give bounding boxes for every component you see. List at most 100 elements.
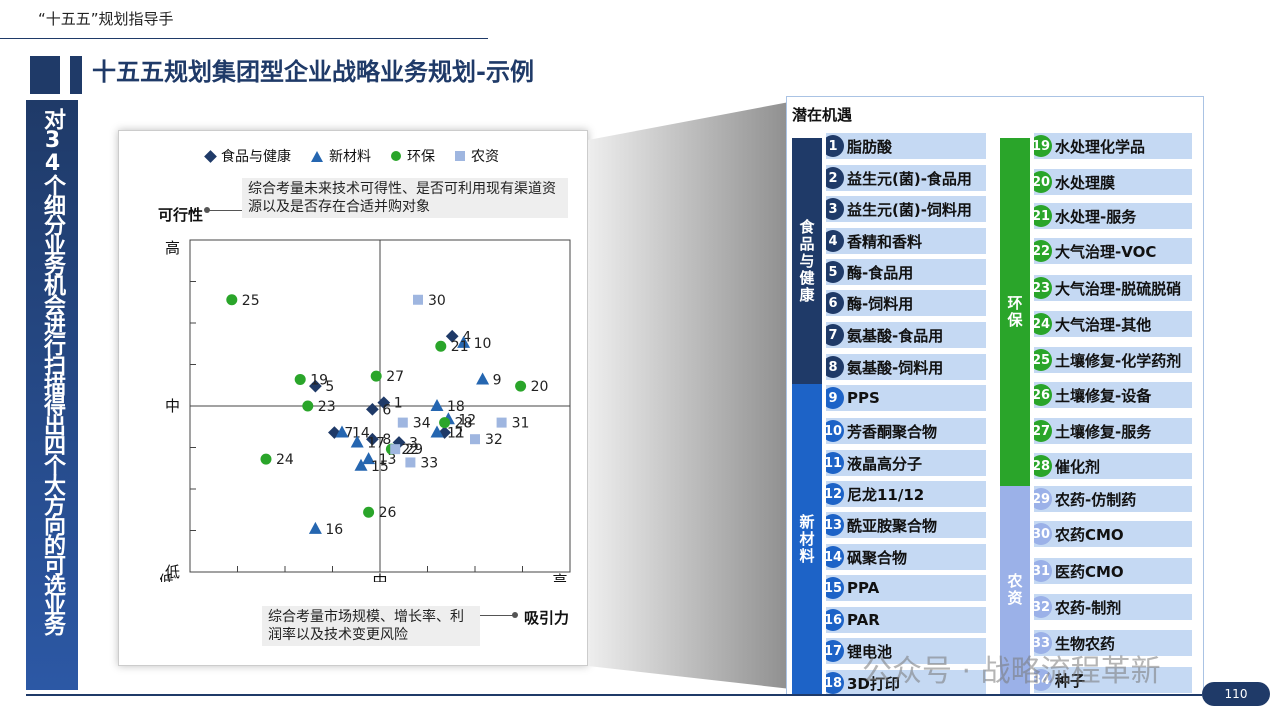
point-circle	[363, 506, 375, 518]
opportunity-item: 12 尼龙11/12	[826, 481, 986, 507]
item-label: 锂电池	[847, 642, 893, 661]
point-triangle	[354, 458, 368, 471]
legend-label: 环保	[407, 149, 435, 165]
opportunity-item: 11 液晶高分子	[826, 450, 986, 476]
x-tick-label: 高	[552, 572, 567, 582]
opportunity-item: 22 大气治理-VOC	[1034, 238, 1192, 264]
item-number-badge: 11	[826, 452, 844, 474]
x-note-connector-dot	[512, 612, 518, 618]
point-label: 21	[451, 339, 469, 355]
legend-label: 新材料	[329, 149, 371, 165]
opportunity-item: 4 香精和香料	[826, 228, 986, 254]
opportunity-item: 3 益生元(菌)-饲料用	[826, 196, 986, 222]
opportunity-item: 15 PPA	[826, 575, 986, 601]
point-circle	[226, 294, 238, 306]
item-number-badge: 6	[826, 292, 844, 314]
item-number-badge: 14	[826, 546, 844, 568]
opportunity-item: 14 砜聚合物	[826, 544, 986, 570]
circle-marker-icon	[391, 151, 401, 161]
point-label: 18	[447, 399, 465, 415]
item-label: 氨基酸-食品用	[847, 326, 944, 345]
point-label: 16	[325, 522, 343, 538]
y-note-connector	[208, 210, 242, 211]
item-label: 水处理-服务	[1055, 207, 1137, 226]
point-circle	[302, 400, 314, 412]
opportunity-item: 6 酶-饲料用	[826, 290, 986, 316]
point-square	[397, 417, 408, 428]
point-triangle	[430, 425, 444, 438]
point-label: 28	[455, 416, 473, 432]
page-number: 110	[1202, 682, 1270, 706]
item-label: 土壤修复-化学药剂	[1055, 351, 1182, 370]
item-label: 医药CMO	[1055, 562, 1124, 581]
item-label: 3D打印	[847, 674, 900, 693]
item-label: 酶-饲料用	[847, 294, 914, 313]
opportunity-item: 26 土壤修复-设备	[1034, 382, 1192, 408]
item-label: 氨基酸-饲料用	[847, 358, 944, 377]
opportunity-item: 18 3D打印	[826, 670, 986, 696]
item-label: PPA	[847, 579, 880, 597]
item-label: 生物农药	[1055, 634, 1116, 653]
point-label: 25	[242, 293, 260, 309]
item-number-badge: 10	[826, 420, 844, 442]
opportunity-item: 10 芳香酮聚合物	[826, 418, 986, 444]
header-divider	[0, 38, 488, 39]
item-number-badge: 31	[1034, 560, 1052, 582]
opportunity-item: 30 农药CMO	[1034, 521, 1192, 547]
item-number-badge: 23	[1034, 277, 1052, 299]
item-label: PAR	[847, 611, 880, 629]
x-note-connector	[480, 615, 516, 616]
opportunity-item: 34 种子	[1034, 667, 1192, 693]
opportunity-item: 16 PAR	[826, 607, 986, 633]
item-number-badge: 29	[1034, 488, 1052, 510]
legend-item-materials: 新材料	[311, 146, 371, 166]
legend-item-environment: 环保	[391, 146, 435, 166]
y-tick-label: 中	[165, 397, 180, 415]
point-triangle	[350, 435, 364, 448]
item-label: 香精和香料	[847, 232, 923, 251]
point-label: 32	[485, 432, 503, 448]
opportunity-item: 31 医药CMO	[1034, 558, 1192, 584]
item-number-badge: 20	[1034, 171, 1052, 193]
triangle-marker-icon	[311, 150, 323, 162]
x-tick-label: 低	[160, 572, 174, 582]
point-circle	[439, 417, 451, 429]
point-diamond	[309, 379, 322, 393]
point-label: 29	[405, 442, 423, 458]
item-number-badge: 33	[1034, 632, 1052, 654]
point-triangle	[430, 399, 444, 411]
point-label: 10	[474, 336, 492, 352]
point-square	[390, 444, 401, 455]
point-diamond	[366, 432, 379, 446]
point-label: 22	[401, 442, 419, 458]
item-label: 芳香酮聚合物	[847, 422, 938, 441]
item-number-badge: 32	[1034, 596, 1052, 618]
opportunity-item: 8 氨基酸-饲料用	[826, 354, 986, 380]
opportunities-title: 潜在机遇	[792, 106, 853, 124]
point-label: 2	[455, 426, 464, 442]
opportunity-item: 27 土壤修复-服务	[1034, 418, 1192, 444]
y-axis-title: 可行性	[158, 206, 204, 224]
opportunity-item: 33 生物农药	[1034, 630, 1192, 656]
category-label: 新材料	[797, 513, 816, 565]
point-triangle	[476, 372, 490, 385]
point-label: 1	[394, 396, 403, 412]
opportunity-item: 29 农药-仿制药	[1034, 486, 1192, 512]
item-label: 益生元(菌)-饲料用	[847, 200, 972, 219]
point-diamond	[445, 329, 459, 343]
title-decoration-bar	[70, 56, 82, 94]
opportunity-item: 17 锂电池	[826, 638, 986, 664]
point-label: 3	[409, 436, 418, 452]
item-number-badge: 12	[826, 483, 844, 505]
point-triangle	[362, 452, 376, 465]
opportunity-item: 24 大气治理-其他	[1034, 311, 1192, 337]
item-number-badge: 30	[1034, 523, 1052, 545]
point-label: 11	[447, 426, 465, 442]
item-number-badge: 13	[826, 514, 844, 536]
item-number-badge: 22	[1034, 240, 1052, 262]
item-label: 液晶高分子	[847, 454, 923, 473]
side-banner-text: 对34个细分业务机会进行扫描得出四个大方向的可选业务	[40, 108, 65, 634]
legend-item-food: 食品与健康	[204, 146, 291, 166]
item-label: 酶-食品用	[847, 263, 914, 282]
x-axis-title: 吸引力	[524, 609, 570, 627]
